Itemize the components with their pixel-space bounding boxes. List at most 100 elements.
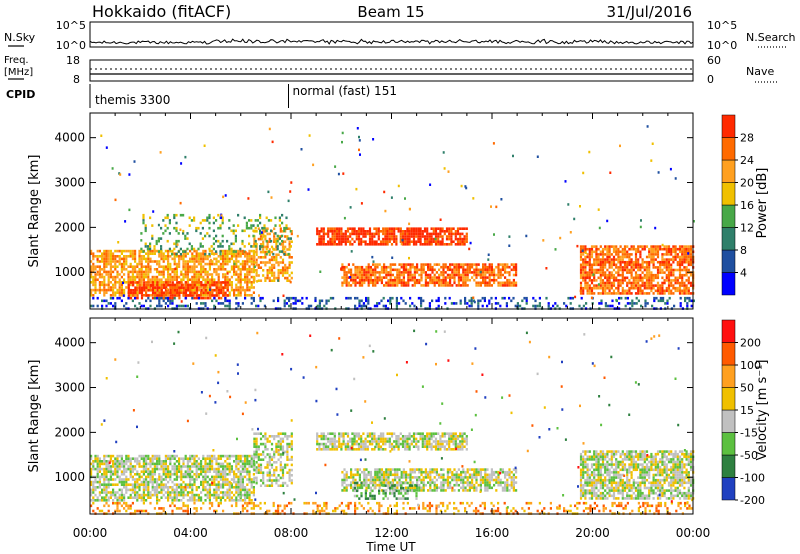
data-cell — [628, 268, 631, 272]
data-cell — [652, 279, 655, 282]
data-cell — [250, 491, 253, 494]
data-cell — [151, 278, 154, 281]
data-cell — [234, 239, 237, 243]
data-cell — [222, 289, 225, 292]
data-cell — [173, 473, 176, 476]
data-cell — [101, 257, 104, 261]
data-cell — [160, 278, 163, 281]
data-cell — [138, 496, 141, 499]
data-cell — [634, 250, 638, 254]
data-cell — [189, 268, 192, 271]
data-cell — [239, 480, 242, 484]
data-cell — [235, 465, 238, 468]
data-cell — [140, 273, 143, 276]
data-cell — [441, 227, 444, 230]
data-cell — [140, 262, 143, 266]
data-cell — [683, 273, 686, 277]
data-cell — [233, 460, 236, 463]
data-cell — [145, 291, 148, 294]
data-cell — [652, 284, 655, 287]
data-cell — [466, 265, 469, 269]
data-cell — [107, 480, 110, 484]
data-cell — [644, 299, 647, 303]
data-cell — [235, 462, 238, 466]
data-cell — [202, 275, 205, 279]
data-cell — [182, 304, 185, 308]
data-cell — [424, 271, 427, 274]
data-cell — [367, 265, 370, 269]
data-cell — [105, 486, 108, 489]
data-cell — [131, 249, 134, 253]
data-cell — [361, 284, 364, 287]
data-cell — [473, 271, 476, 274]
data-cell — [610, 286, 613, 290]
data-cell — [116, 281, 119, 284]
data-cell — [253, 432, 256, 435]
data-cell — [127, 483, 130, 486]
data-cell — [634, 279, 638, 282]
data-cell — [626, 250, 629, 254]
data-cell — [213, 278, 216, 281]
data-cell — [373, 243, 376, 246]
data-cell — [134, 478, 137, 481]
data-cell — [142, 278, 145, 281]
data-cell — [413, 281, 416, 285]
data-cell — [142, 219, 145, 222]
data-cell — [588, 276, 591, 280]
data-cell — [662, 296, 665, 300]
data-cell — [654, 289, 657, 293]
data-cell — [123, 278, 126, 281]
data-cell — [584, 266, 587, 269]
data-cell — [98, 268, 101, 271]
data-cell — [255, 271, 258, 275]
data-cell — [444, 265, 447, 269]
data-cell — [685, 273, 688, 277]
data-cell — [351, 243, 354, 246]
data-cell — [153, 470, 156, 473]
data-cell — [118, 499, 121, 502]
data-cell — [588, 273, 591, 277]
data-cell — [186, 473, 189, 476]
data-cell — [371, 243, 374, 246]
data-cell — [188, 242, 191, 246]
data-cell — [138, 283, 141, 287]
data-cell — [200, 460, 203, 463]
data-cell — [434, 230, 438, 233]
data-cell — [409, 296, 412, 300]
data-cell — [608, 255, 611, 259]
data-cell — [599, 268, 602, 272]
data-cell — [266, 227, 269, 230]
data-cell — [422, 271, 425, 274]
data-cell — [380, 276, 383, 279]
data-cell — [160, 460, 163, 463]
data-cell — [228, 247, 231, 251]
data-cell — [590, 271, 594, 274]
data-cell — [101, 475, 104, 479]
data-cell — [169, 475, 172, 479]
data-cell — [204, 473, 207, 476]
data-cell — [257, 445, 260, 448]
data-cell — [90, 491, 93, 494]
data-cell — [241, 239, 244, 243]
data-cell — [138, 273, 141, 276]
data-cell — [178, 255, 181, 258]
data-cell — [626, 276, 629, 280]
data-cell — [389, 273, 392, 277]
data-cell — [211, 252, 214, 255]
data-cell — [182, 252, 185, 255]
data-cell — [226, 281, 229, 284]
data-cell — [164, 462, 167, 466]
data-cell — [222, 268, 225, 271]
data-cell — [235, 488, 238, 492]
data-cell — [120, 491, 123, 494]
data-cell — [237, 499, 240, 502]
data-cell — [322, 230, 325, 233]
data-cell — [147, 488, 150, 492]
data-cell — [241, 478, 244, 481]
data-cell — [213, 470, 216, 473]
data-cell — [600, 299, 603, 303]
data-cell — [120, 275, 123, 279]
data-cell — [274, 239, 277, 243]
data-cell — [410, 232, 413, 236]
data-cell — [515, 263, 518, 266]
